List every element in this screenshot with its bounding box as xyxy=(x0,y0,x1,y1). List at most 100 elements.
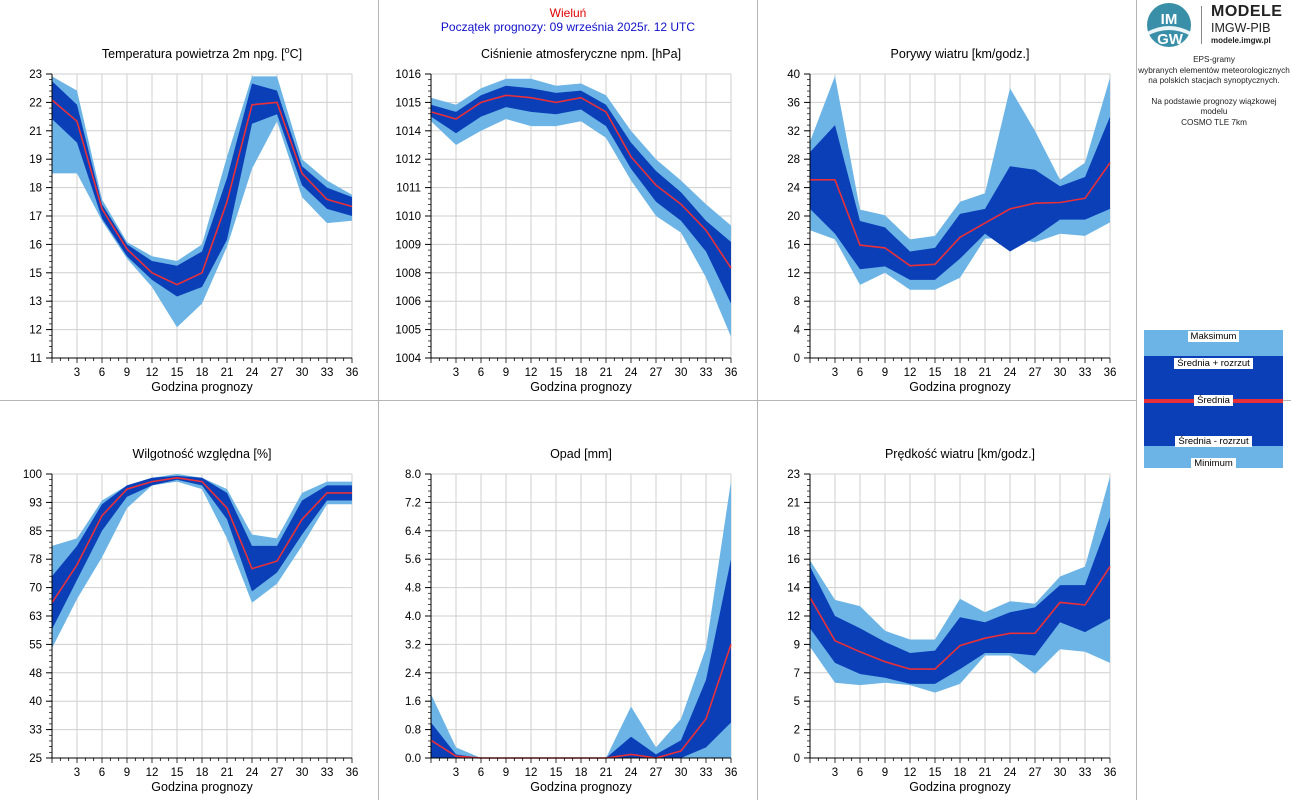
x-tick-label: 27 xyxy=(271,767,284,779)
x-tick-label: 3 xyxy=(832,367,838,379)
x-tick-label: 30 xyxy=(675,767,688,779)
legend-min: Minimum xyxy=(1144,458,1283,469)
x-tick-label: 30 xyxy=(675,367,688,379)
band-spread xyxy=(431,85,731,304)
x-tick-label: 24 xyxy=(625,367,638,379)
y-tick-label: 19 xyxy=(29,154,42,166)
y-tick-label: 25 xyxy=(29,753,42,765)
y-tick-label: 4 xyxy=(794,325,801,337)
y-tick-label: 1006 xyxy=(395,296,421,308)
x-tick-label: 15 xyxy=(929,367,942,379)
band-spread xyxy=(810,116,1110,280)
y-tick-label: 6.4 xyxy=(405,526,422,538)
y-tick-label: 1004 xyxy=(395,353,421,365)
x-tick-label: 6 xyxy=(99,367,105,379)
description-line: wybranych elementów meteorologicznych xyxy=(1138,65,1290,75)
y-tick-label: 1015 xyxy=(395,97,421,109)
y-tick-label: 17 xyxy=(29,211,42,223)
y-tick-label: 12 xyxy=(787,611,800,623)
y-tick-label: 0.0 xyxy=(405,753,421,765)
y-tick-label: 7.2 xyxy=(405,497,421,509)
legend-mean-minus: Średnia - rozrzut xyxy=(1144,436,1283,447)
x-tick-label: 30 xyxy=(296,367,309,379)
y-tick-label: 11 xyxy=(30,353,42,365)
legend-max: Maksimum xyxy=(1144,331,1283,342)
legend-outer-band-bottom xyxy=(1144,446,1283,468)
y-tick-label: 18 xyxy=(29,183,42,195)
brand-line-1: MODELE xyxy=(1211,3,1283,20)
mean-line xyxy=(51,99,353,286)
x-tick-label: 12 xyxy=(904,367,917,379)
x-tick-label: 18 xyxy=(575,767,588,779)
y-tick-label: 21 xyxy=(29,126,42,138)
description-line: COSMO TLE 7km xyxy=(1181,117,1247,127)
y-tick-label: 40 xyxy=(29,696,42,708)
temperature-chart: Temperatura powietrza 2m npg. [oC] 11 12 13… xyxy=(29,45,358,394)
y-tick-label: 1008 xyxy=(395,268,421,280)
x-axis-label: Godzina prognozy xyxy=(530,380,632,394)
x-tick-label: 18 xyxy=(575,367,588,379)
y-tick-label: 100 xyxy=(23,469,42,481)
x-tick-label: 12 xyxy=(146,767,159,779)
y-tick-label: 22 xyxy=(29,97,42,109)
x-tick-label: 27 xyxy=(650,367,663,379)
x-tick-label: 18 xyxy=(954,767,967,779)
legend-mean-plus: Średnia + rozrzut xyxy=(1144,358,1283,369)
x-tick-label: 21 xyxy=(979,767,992,779)
band-spread xyxy=(810,517,1110,684)
logo-text-top: IM xyxy=(1161,11,1178,28)
brand-line-2: IMGW-PIB xyxy=(1211,21,1271,35)
x-tick-label: 12 xyxy=(525,367,538,379)
mean-line xyxy=(430,94,732,269)
y-tick-label: 1011 xyxy=(396,183,421,195)
x-tick-label: 21 xyxy=(221,367,234,379)
x-tick-label: 9 xyxy=(503,767,509,779)
y-tick-label: 4.0 xyxy=(405,611,421,623)
imgw-logo: IM GW xyxy=(1147,3,1191,48)
y-tick-label: 78 xyxy=(29,554,42,566)
x-tick-label: 36 xyxy=(1104,767,1117,779)
x-tick-label: 12 xyxy=(904,767,917,779)
y-tick-label: 16 xyxy=(29,239,42,251)
y-tick-label: 1.6 xyxy=(405,696,421,708)
y-tick-label: 8.0 xyxy=(405,469,421,481)
y-tick-label: 15 xyxy=(29,268,42,280)
y-tick-label: 3.2 xyxy=(405,639,421,651)
description-line: Na podstawie prognozy wiązkowej modelu xyxy=(1151,96,1277,117)
chart-title: Wilgotność względna [%] xyxy=(133,447,272,461)
x-tick-label: 15 xyxy=(171,767,184,779)
forecast-header: Wieluń Początek prognozy: 09 września 20… xyxy=(378,6,758,34)
x-tick-label: 27 xyxy=(271,367,284,379)
x-tick-label: 21 xyxy=(600,367,613,379)
wind-speed-chart: Prędkość wiatru [km/godz.] 0 2 5 7 9 12 14 16 18 2… xyxy=(787,447,1117,794)
y-tick-label: 2.4 xyxy=(405,668,422,680)
x-tick-label: 18 xyxy=(196,367,209,379)
x-tick-label: 24 xyxy=(246,367,259,379)
x-tick-label: 18 xyxy=(954,367,967,379)
y-tick-label: 63 xyxy=(29,611,42,623)
y-tick-label: 93 xyxy=(29,497,42,509)
x-tick-label: 36 xyxy=(346,767,359,779)
humidity-chart: Wilgotność względna [%]25334048556370788… xyxy=(23,447,359,794)
pressure-chart: Ciśnienie atmosferyczne npm. [hPa] 1004 10… xyxy=(395,47,737,394)
y-tick-label: 40 xyxy=(787,69,800,81)
y-tick-label: 0.8 xyxy=(405,725,421,737)
y-tick-label: 23 xyxy=(787,469,800,481)
x-tick-label: 33 xyxy=(321,767,334,779)
y-tick-label: 36 xyxy=(787,97,800,109)
precipitation-chart: Opad [mm] 0.0 0.8 1.6 2.4 3.2 4.0 4.8 5.6 6.4 7.2 8… xyxy=(405,447,738,794)
y-tick-label: 1009 xyxy=(395,239,421,251)
x-axis-label: Godzina prognozy xyxy=(909,780,1011,794)
logo-separator xyxy=(1201,6,1202,44)
x-tick-label: 36 xyxy=(725,767,738,779)
x-tick-label: 3 xyxy=(453,367,459,379)
station-name: Wieluń xyxy=(549,6,587,20)
x-tick-label: 9 xyxy=(124,367,130,379)
y-tick-label: 24 xyxy=(787,183,800,195)
y-tick-label: 4.8 xyxy=(405,583,421,595)
y-tick-label: 21 xyxy=(787,497,800,509)
brand-url[interactable]: modele.imgw.pl xyxy=(1211,36,1271,45)
band-spread xyxy=(52,81,352,297)
x-tick-label: 21 xyxy=(600,767,613,779)
x-tick-label: 33 xyxy=(700,767,713,779)
